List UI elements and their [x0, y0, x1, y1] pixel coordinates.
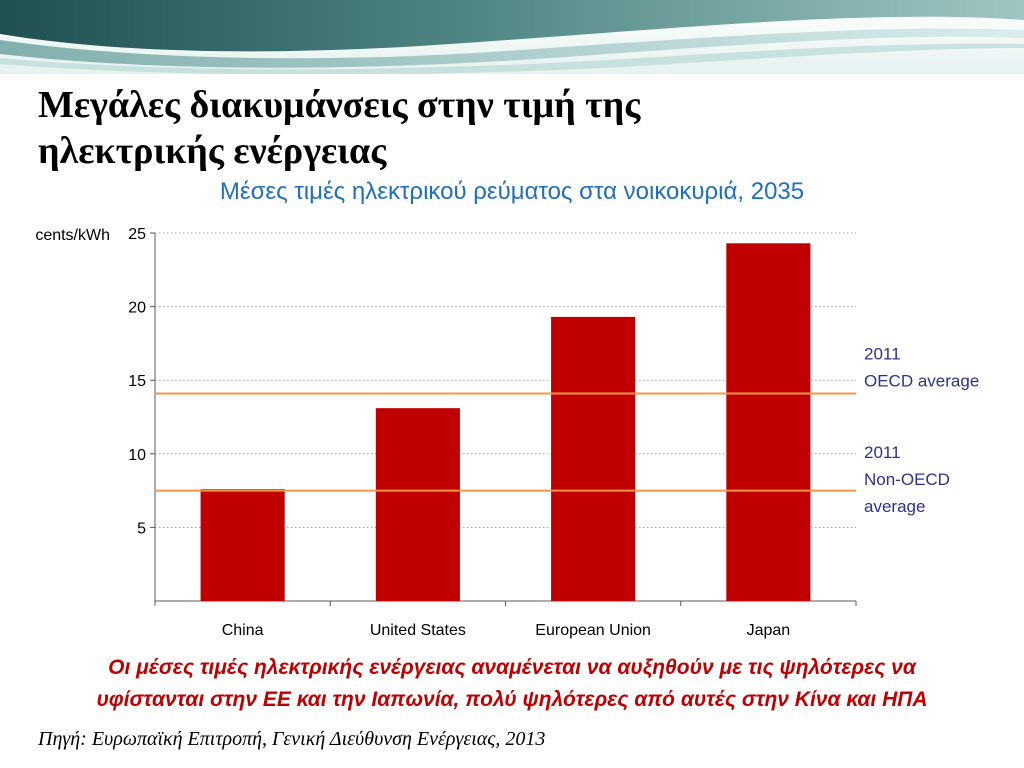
reference-line-label: average	[864, 497, 925, 516]
conclusion-line-2: υφίστανται στην ΕΕ και την Ιαπωνία, πολύ…	[96, 688, 928, 711]
source-citation: Πηγή: Ευρωπαϊκή Επιτροπή, Γενική Διεύθυν…	[38, 728, 546, 750]
header-wave-banner	[0, 0, 1024, 74]
conclusion-line-1: Οι μέσες τιμές ηλεκτρικής ενέργειας αναμ…	[108, 656, 916, 679]
slide-title-line-2: ηλεκτρικής ενέργειας	[38, 130, 387, 172]
slide-title-line-1: Μεγάλες διακυμάνσεις στην τιμή της	[38, 84, 641, 126]
reference-line-label: 2011	[864, 443, 901, 462]
x-tick-label: Japan	[747, 622, 791, 639]
x-tick-label: China	[222, 622, 264, 639]
wave-decoration	[0, 0, 1024, 74]
y-tick-label: 10	[128, 447, 146, 464]
reference-line-label: Non-OECD	[864, 470, 950, 489]
x-tick-label: United States	[370, 622, 466, 639]
y-tick-label: 15	[128, 373, 146, 390]
slide-title: Μεγάλες διακυμάνσεις στην τιμή της ηλεκτ…	[38, 82, 998, 174]
bar-japan	[726, 243, 811, 601]
y-tick-label: 20	[128, 300, 146, 317]
bar-european-union	[551, 316, 636, 601]
reference-line-label: OECD average	[864, 372, 979, 391]
chart-title: Μέσες τιμές ηλεκτρικού ρεύματος στα νοικ…	[219, 178, 805, 205]
y-tick-label: 5	[137, 520, 146, 537]
bar-china	[200, 489, 285, 601]
bar-chart: 5 10 15 20 25 cents/kWh China United States Euro…	[35, 226, 979, 639]
y-tick-label: 25	[128, 226, 146, 243]
conclusion-text: Οι μέσες τιμές ηλεκτρικής ενέργειας αναμ…	[10, 652, 1014, 716]
y-axis-label: cents/kWh	[35, 227, 110, 244]
reference-line-label: 2011	[864, 345, 901, 364]
x-tick-label: European Union	[535, 622, 651, 639]
bar-united-states	[375, 408, 460, 601]
